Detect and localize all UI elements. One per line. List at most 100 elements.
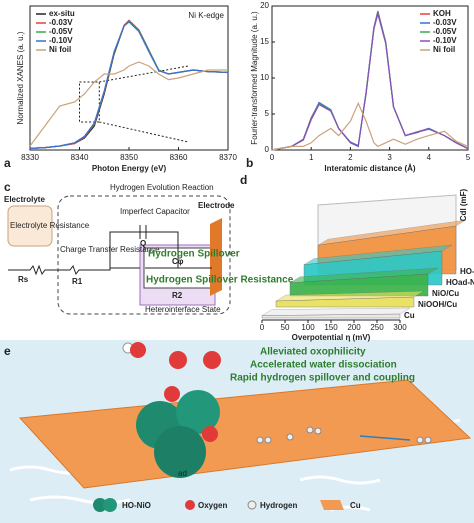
x-tick-label: 5 <box>466 153 471 162</box>
y-tick-label: 15 <box>260 37 269 46</box>
x-tick-label: 3 <box>387 153 392 162</box>
legend-swatch <box>103 498 117 512</box>
series-label: HO-NiO/Cu <box>460 267 474 276</box>
text: Q <box>140 239 146 248</box>
x-tick-label: 8330 <box>21 153 39 162</box>
legend-label: Oxygen <box>198 501 227 510</box>
series-line <box>29 61 228 147</box>
x-tick-label: 1 <box>309 153 314 162</box>
cu-slab <box>18 379 472 489</box>
legend-swatch <box>93 498 107 512</box>
x-tick-label: 250 <box>370 323 384 332</box>
text: Hydrogen Spillover <box>148 249 240 260</box>
inset-lines <box>99 65 189 143</box>
ribbon-top <box>289 267 439 283</box>
ribbon-top <box>317 219 467 246</box>
y-axis-label: Cdl (mF) <box>459 188 468 221</box>
panel-label: b <box>246 156 253 170</box>
x-tick-label: 150 <box>324 323 338 332</box>
legend-label: -0.03V <box>433 18 457 27</box>
x-tick-label: 8370 <box>219 153 237 162</box>
panel-label: e <box>4 344 11 358</box>
x-axis-label: Overpotential η (mV) <box>292 333 371 342</box>
text: Electrolyte Resistance <box>10 221 90 230</box>
x-tick-label: 8350 <box>120 153 138 162</box>
y-tick-label: 5 <box>265 109 270 118</box>
x-tick-label: 8340 <box>71 153 89 162</box>
ribbon-top <box>261 307 411 316</box>
text: R2 <box>172 291 183 300</box>
x-axis-label: Interatomic distance (Å) <box>324 164 415 173</box>
legend-swatch <box>185 500 195 510</box>
ribbon-top <box>303 244 453 265</box>
y-tick-label: 0 <box>265 145 270 154</box>
legend-swatch <box>320 500 344 510</box>
x-tick-label: 200 <box>347 323 361 332</box>
series-line <box>271 101 469 151</box>
legend-label: -0.10V <box>433 36 457 45</box>
y-axis-label: Normalized XANES (a. u.) <box>16 31 25 124</box>
atom <box>176 390 220 434</box>
circuit-wires <box>8 225 212 276</box>
atom <box>164 386 180 402</box>
inset-box <box>79 81 100 123</box>
legend-label: ex-situ <box>49 9 75 18</box>
legend-label: Ni foil <box>433 45 455 54</box>
y-tick-label: 20 <box>260 1 269 10</box>
panel-label: a <box>4 156 11 170</box>
series-line <box>271 11 469 151</box>
legend-label: Ni foil <box>49 45 71 54</box>
x-tick-label: 50 <box>281 323 290 332</box>
text: Alleviated oxophilicity <box>260 347 366 358</box>
x-tick-label: 300 <box>393 323 407 332</box>
x-tick-label: 8360 <box>170 153 188 162</box>
arrow <box>359 435 411 441</box>
electrode <box>210 218 222 296</box>
text: Accelerated water dissociation <box>250 360 397 371</box>
legend-label: Hydrogen <box>260 501 297 510</box>
legend-label: -0.10V <box>49 36 73 45</box>
panel-e: e Alleviated oxophilicity Accelerated wa… <box>0 340 474 523</box>
panel-c: c Electrolyte Electrolyte Resistance Rs … <box>4 180 294 315</box>
text: Cφ <box>172 257 184 266</box>
x-tick-label: 4 <box>427 153 432 162</box>
panel-label: d <box>240 173 247 187</box>
y-axis-label: Fourier-transformed Magnitude (a. u.) <box>250 11 259 145</box>
text: R1 <box>72 277 83 286</box>
text: Rs <box>18 275 29 284</box>
series-label: NiOOH/Cu <box>418 300 457 309</box>
legend-label: Cu <box>350 501 361 510</box>
legend-swatch <box>247 500 257 510</box>
x-tick-label: 0 <box>260 323 265 332</box>
atom <box>203 351 221 369</box>
atom <box>169 351 187 369</box>
x-axis-label: Photon Energy (eV) <box>92 164 167 173</box>
text: ad <box>178 469 187 478</box>
panel-label: c <box>4 180 11 194</box>
series-label: HOad-NiO/Cu <box>446 278 474 287</box>
text: Rapid hydrogen spillover and coupling <box>230 373 415 384</box>
text: Electrolyte <box>4 195 45 204</box>
text: Heterointerface State <box>145 305 221 314</box>
heq-box <box>57 195 231 315</box>
text: Hydrogen Evolution Reaction <box>110 183 214 192</box>
atom <box>202 426 218 442</box>
series-label: Cu <box>404 311 415 320</box>
text: Charge Transfer Resistance <box>60 245 160 254</box>
series-label: NiO/Cu <box>432 289 459 298</box>
legend-label: -0.05V <box>433 27 457 36</box>
y-tick-label: 10 <box>260 73 269 82</box>
series-line <box>29 21 229 149</box>
atom <box>130 342 146 358</box>
atom <box>154 426 206 478</box>
hydrogens <box>256 426 432 444</box>
legend-label: -0.03V <box>49 18 73 27</box>
legend-label: HO-NiO <box>122 501 151 510</box>
x-tick-label: 0 <box>270 153 275 162</box>
legend-label: KOH <box>433 9 451 18</box>
legend-label: -0.05V <box>49 27 73 36</box>
x-tick-label: 2 <box>348 153 353 162</box>
annotation: Ni K-edge <box>188 11 224 20</box>
x-tick-label: 100 <box>301 323 315 332</box>
